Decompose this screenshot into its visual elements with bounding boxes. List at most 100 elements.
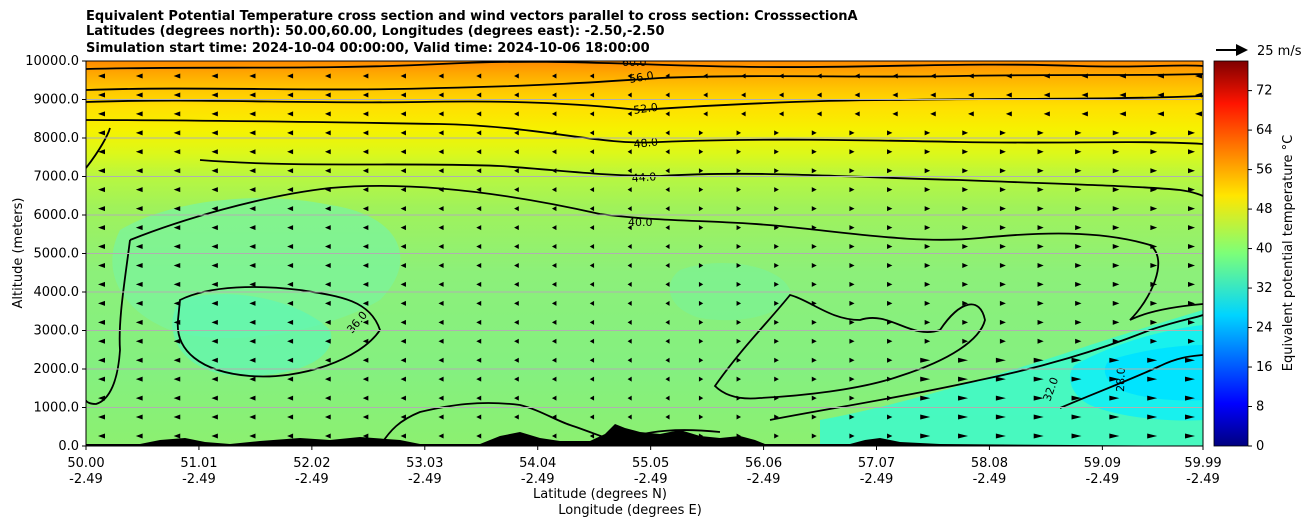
wind-vector <box>514 300 519 306</box>
wind-vector <box>811 149 817 155</box>
wind-vector <box>98 187 105 193</box>
wind-vector <box>589 111 595 117</box>
wind-vector <box>249 92 256 98</box>
wind-vector <box>698 319 704 325</box>
wind-vector <box>324 262 331 268</box>
wind-vector <box>849 357 855 363</box>
x-tick-label-lon: -2.49 <box>860 472 894 487</box>
wind-vector <box>1188 225 1195 231</box>
wind-vector <box>627 262 632 268</box>
wind-vector <box>324 395 331 401</box>
wind-vector <box>849 225 855 231</box>
wind-vector <box>98 433 105 439</box>
wind-vector <box>173 262 181 268</box>
wind-vector <box>1081 111 1088 117</box>
wind-vector <box>887 244 893 250</box>
wind-vector <box>1075 225 1082 231</box>
wind-vector <box>362 262 369 268</box>
wind-vector <box>514 92 519 98</box>
wind-vector <box>736 414 742 420</box>
wind-vector <box>665 73 670 79</box>
wind-vector <box>854 73 860 79</box>
x-tick-label-lon: -2.49 <box>634 472 668 487</box>
wind-vector <box>736 300 742 306</box>
wind-vector <box>1112 338 1120 344</box>
x-tick-label-lat: 53.03 <box>406 456 443 471</box>
wind-vector <box>962 187 969 193</box>
wind-vector <box>249 111 256 117</box>
wind-vector <box>1109 376 1120 382</box>
wind-vector <box>962 281 969 287</box>
wind-vector <box>698 395 704 401</box>
wind-vector <box>287 357 294 363</box>
wind-vector <box>1005 92 1012 98</box>
wind-vector <box>1185 433 1195 439</box>
clabel-28: 28.0 <box>1114 367 1128 392</box>
wind-vector <box>962 262 969 268</box>
wind-vector <box>589 187 595 193</box>
wind-vector <box>665 281 670 287</box>
wind-vector <box>438 225 444 231</box>
wind-vector <box>1112 206 1120 212</box>
wind-vector <box>438 244 444 250</box>
wind-vector <box>400 111 406 117</box>
colorbar: 0 8 16 24 32 40 48 56 64 72 Equivalent potential … <box>1213 60 1296 454</box>
wind-vector <box>920 433 931 439</box>
x-tick-label-lat: 54.04 <box>519 456 556 471</box>
wind-vector <box>135 338 143 344</box>
y-tick-label: 8000.0 <box>34 131 80 146</box>
wind-vector <box>1150 168 1158 174</box>
wind-vector <box>98 92 105 98</box>
wind-vector <box>698 187 704 193</box>
wind-vector <box>698 168 704 174</box>
wind-vector <box>1157 73 1164 79</box>
wind-vector <box>1112 168 1120 174</box>
wind-vector <box>514 395 519 401</box>
clabel-40: 40.0 <box>628 216 653 229</box>
wind-vector <box>589 149 595 155</box>
wind-vector <box>736 149 742 155</box>
wind-vector <box>627 357 632 363</box>
wind-vector <box>173 414 181 420</box>
wind-vector <box>627 206 632 212</box>
wind-vector <box>1147 414 1158 420</box>
wind-vector <box>892 111 898 117</box>
wind-vector <box>736 376 742 382</box>
wind-vector <box>362 376 369 382</box>
wind-vector <box>962 149 969 155</box>
x-axis: 50.00-2.4951.01-2.4952.02-2.4953.03-2.49… <box>67 446 1222 487</box>
wind-vector <box>476 206 482 212</box>
wind-vector <box>98 300 105 306</box>
wind-vector <box>1037 262 1044 268</box>
wind-vector <box>1188 168 1195 174</box>
wind-vector <box>287 281 294 287</box>
wind-vector <box>514 206 519 212</box>
wind-vector <box>514 433 519 439</box>
wind-vector <box>400 357 406 363</box>
wind-vector <box>1195 92 1202 98</box>
wind-vector <box>514 111 519 117</box>
wind-vector <box>774 300 779 306</box>
wind-vector <box>211 92 218 98</box>
wind-vector <box>999 187 1006 193</box>
wind-vector <box>362 225 369 231</box>
wind-vector <box>589 414 595 420</box>
wind-vector <box>362 206 369 212</box>
wind-vector <box>438 206 444 212</box>
wind-vector <box>1150 338 1158 344</box>
wind-vector <box>887 149 893 155</box>
wind-vector <box>173 281 181 287</box>
wind-vector <box>362 92 369 98</box>
wind-vector <box>173 319 181 325</box>
x-tick-label-lon: -2.49 <box>295 472 329 487</box>
wind-vector <box>476 130 482 136</box>
wind-vector <box>698 357 704 363</box>
wind-vector <box>249 319 256 325</box>
wind-vector <box>173 433 181 439</box>
x-tick-label-lon: -2.49 <box>1086 472 1120 487</box>
wind-vector <box>400 244 406 250</box>
wind-vector <box>930 73 936 79</box>
wind-vector <box>551 338 557 344</box>
colorbar-tick-label: 64 <box>1256 123 1273 138</box>
wind-vector <box>514 338 519 344</box>
